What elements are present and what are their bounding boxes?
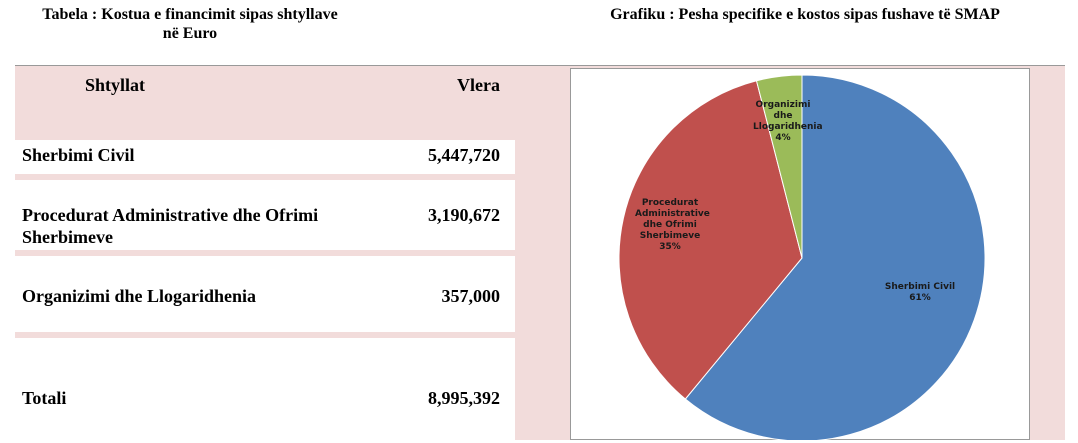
row-bg: [15, 338, 515, 440]
column-header: Shtyllat: [84, 75, 145, 95]
slice-value-label: 35%: [659, 241, 681, 252]
row-value: 8,995,392: [428, 388, 500, 408]
row-value: 357,000: [441, 286, 501, 306]
pie-slice: [684, 74, 986, 440]
chart: [570, 68, 1030, 440]
slice-label: Organizimi dhe Llogaridhenia: [753, 100, 823, 132]
slice-value-label: 61%: [909, 293, 931, 303]
row-bg: [15, 140, 515, 174]
row-label: Totali: [22, 388, 67, 408]
row-label: Sherbimi Civil: [22, 145, 135, 165]
row-bg: [15, 256, 515, 332]
pie-slice: [755, 74, 803, 259]
pie-slice: [618, 80, 803, 400]
slice-label: Procedurat Administrative dhe Ofrimi She…: [635, 197, 710, 241]
column-header: Vlera: [457, 75, 500, 95]
rule: [15, 65, 1065, 66]
table-title: Tabela : Kostua e financimit sipas shtyl…: [42, 6, 338, 42]
chart-title: Grafiku : Pesha specifike e kostos sipas…: [610, 6, 1000, 23]
row-value: 5,447,720: [428, 145, 500, 165]
row-bg: [15, 180, 515, 250]
row-label: Organizimi dhe Llogaridhenia: [22, 286, 257, 306]
slice-value-label: 4%: [775, 133, 791, 143]
slice-label: Sherbimi Civil: [884, 282, 956, 292]
row-label: Procedurat Administrative dhe Ofrimi She…: [22, 205, 319, 247]
row-value: 3,190,672: [428, 205, 500, 225]
